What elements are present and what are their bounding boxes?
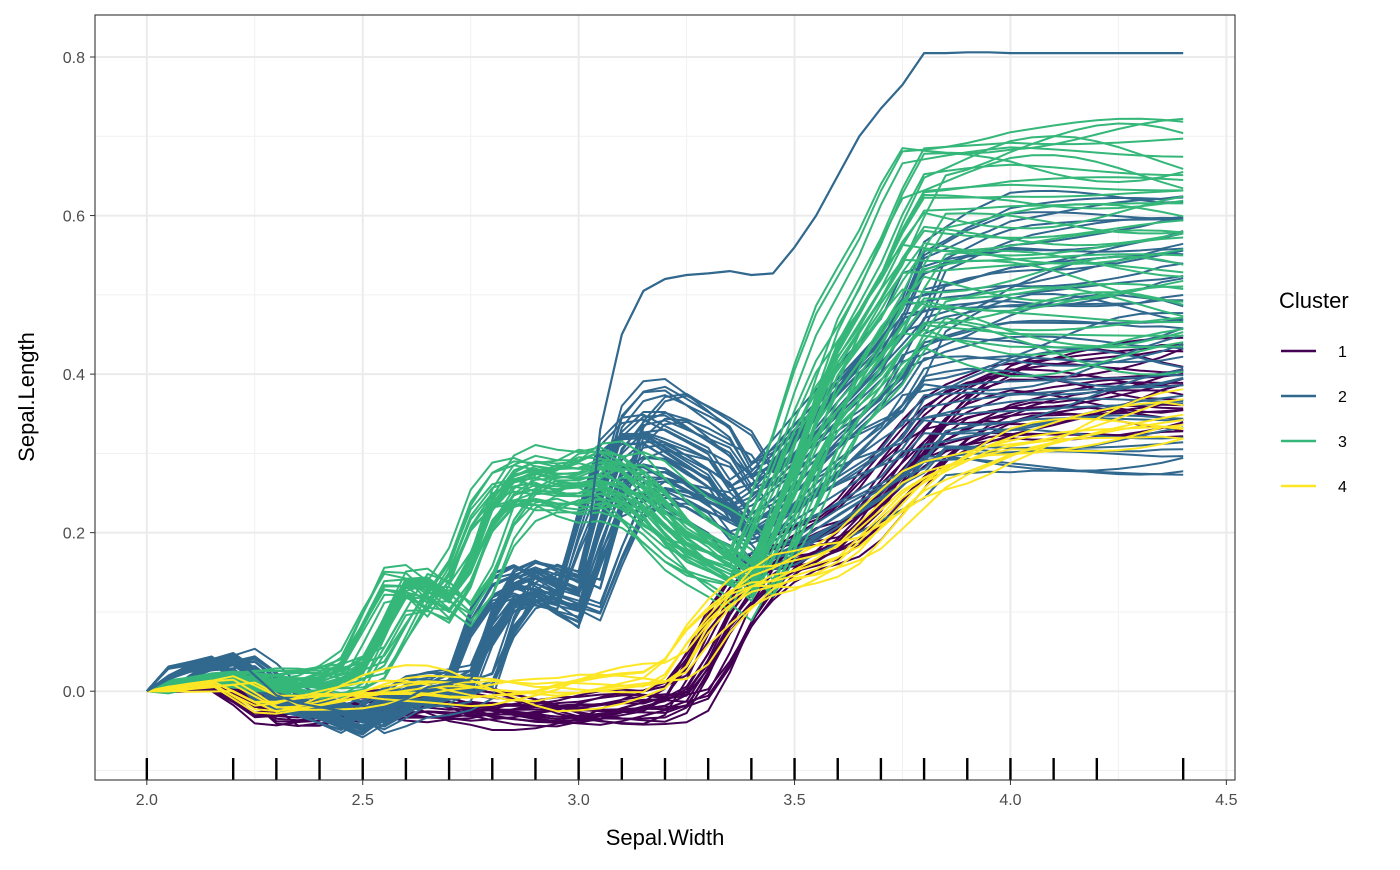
lines-layer xyxy=(146,51,1184,739)
ice-line-cluster-4 xyxy=(146,417,1184,708)
ice-line-cluster-3 xyxy=(146,135,1184,693)
x-tick-label: 3.0 xyxy=(568,792,590,809)
x-tick-label: 4.5 xyxy=(1215,792,1237,809)
ice-line-cluster-3 xyxy=(146,176,1184,693)
y-tick-label: 0.6 xyxy=(63,209,85,226)
y-tick-label: 0.8 xyxy=(63,50,85,67)
ice-line-cluster-4 xyxy=(146,401,1184,707)
y-tick-label: 0.2 xyxy=(63,526,85,543)
ice-line-cluster-4 xyxy=(146,388,1184,713)
legend-label: 4 xyxy=(1338,479,1347,496)
x-tick-label: 2.5 xyxy=(352,792,374,809)
legend-label: 1 xyxy=(1338,344,1347,361)
ice-line-cluster-1 xyxy=(146,369,1184,727)
rug-layer xyxy=(145,758,1185,780)
ice-line-cluster-3 xyxy=(146,122,1184,695)
plot-panel-border xyxy=(94,14,1236,781)
ice-line-cluster-1 xyxy=(146,383,1184,727)
ice-line-cluster-4 xyxy=(146,398,1184,715)
x-tick-label: 3.5 xyxy=(783,792,805,809)
ice-line-cluster-2 xyxy=(146,299,1184,728)
x-axis-title: Sepal.Width xyxy=(606,825,725,850)
ice-line-cluster-3 xyxy=(146,249,1184,693)
ice-line-cluster-2 xyxy=(146,196,1184,724)
ice-line-cluster-3 xyxy=(146,262,1184,693)
ice-line-cluster-4 xyxy=(146,413,1184,709)
ice-line-cluster-3 xyxy=(146,117,1184,693)
ice-line-cluster-2 xyxy=(146,242,1184,735)
ice-line-cluster-2 xyxy=(146,230,1184,732)
ice-line-cluster-3 xyxy=(146,117,1184,693)
y-axis-title: Sepal.Length xyxy=(14,332,39,462)
ice-line-cluster-3 xyxy=(146,152,1184,700)
y-tick-label: 0.4 xyxy=(63,367,85,384)
legend-label: 2 xyxy=(1338,389,1347,406)
y-tick-label: 0.0 xyxy=(63,684,85,701)
legend: Cluster 1 2 3 4 xyxy=(1279,288,1349,496)
axes-layer: 2.0 2.5 3.0 3.5 4.0 4.5 0.0 0.2 0.4 0.6 0.8 xyxy=(63,50,1238,809)
ice-line-cluster-2-top xyxy=(146,51,1184,717)
legend-title: Cluster xyxy=(1279,288,1349,313)
x-tick-label: 4.0 xyxy=(999,792,1021,809)
legend-label: 3 xyxy=(1338,434,1347,451)
ice-line-cluster-3 xyxy=(146,137,1184,693)
x-tick-label: 2.0 xyxy=(136,792,158,809)
ice-line-cluster-3 xyxy=(146,212,1184,695)
